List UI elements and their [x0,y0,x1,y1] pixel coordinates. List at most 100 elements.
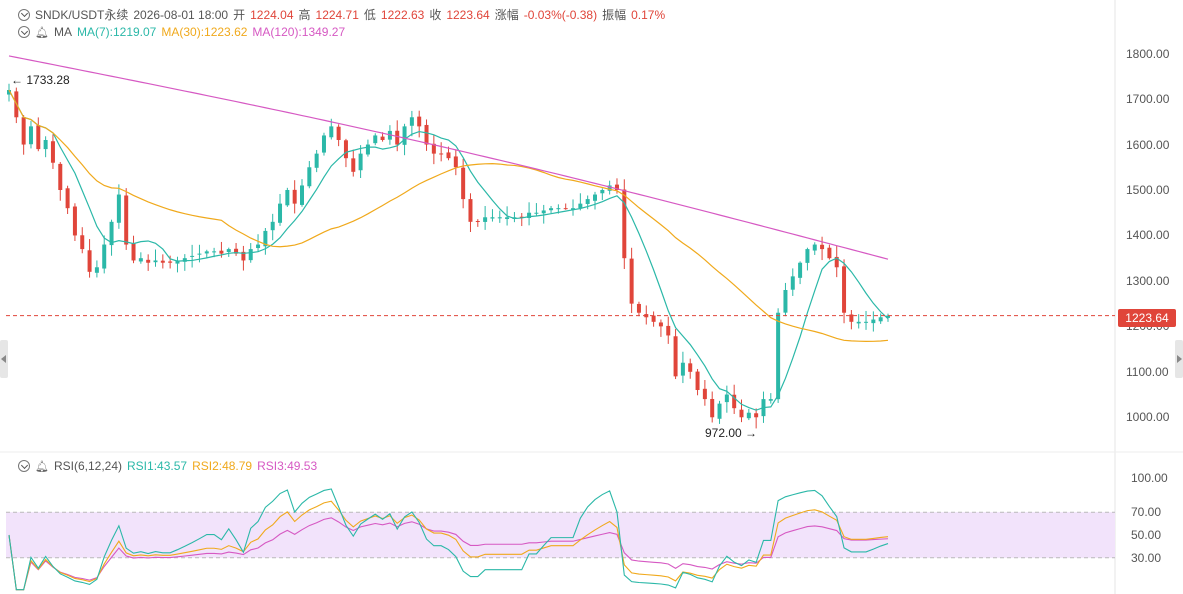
candle-body [116,194,121,223]
candle-body [226,249,231,252]
candle-body [28,126,33,145]
candle-body [827,247,832,259]
candle-body [820,244,825,250]
change-value: -0.03%(-0.38) [523,7,598,22]
candle-body [563,208,568,210]
candle-body [834,256,839,268]
candle-body [483,217,488,222]
candle-body [849,314,854,322]
candle-body [36,125,41,150]
ma7-line [8,89,889,411]
candle-body [541,210,546,214]
candle-body [886,315,890,318]
candle-body [168,261,173,263]
candle-body [607,185,612,191]
candle-body [131,243,136,261]
close-value: 1223.64 [446,7,490,22]
price-tick-label: 1000.00 [1126,410,1170,425]
rsi3-line [8,517,889,591]
rsi-band [6,512,1115,558]
candle-body [497,217,502,219]
candle-body [461,167,466,200]
candle-body [754,413,759,418]
price-tick-label: 1100.00 [1126,364,1169,379]
candle-body [578,203,583,208]
candle-body [622,189,627,259]
rsi-alert-bell-icon[interactable]: 🔔︎ [35,460,49,473]
rsi-collapse-chevron-icon[interactable] [18,460,30,472]
candle-body [380,136,385,140]
candle-body [475,221,480,223]
candle-body [856,321,861,324]
candle-body [292,189,297,204]
candle-body [365,144,370,155]
candle-body [695,371,700,390]
scroll-right-handle[interactable] [1175,340,1183,378]
candle-body [124,195,129,245]
price-tick-label: 1400.00 [1126,228,1170,243]
candle-body [593,194,597,201]
candle-body [204,251,209,254]
candle-body [234,248,239,254]
candle-body [768,399,773,401]
change-label: 涨幅 [494,8,519,22]
ma-label[interactable]: MA [53,25,72,39]
ma7-value: MA(7):1219.07 [76,25,157,39]
candle-body [358,153,363,171]
rsi1-value: RSI1:43.57 [127,459,188,473]
candle-body [783,290,788,313]
candle-body [600,190,605,194]
candle-body [212,251,217,253]
rsi-label[interactable]: RSI(6,12,24) [53,459,123,473]
candle-body [556,208,561,210]
candle-body [343,140,348,159]
candle-body [739,409,744,418]
high-annotation-value: 1733.28 [26,73,70,87]
candle-body [651,315,656,322]
candle-body [94,267,99,273]
candle-body [746,412,751,419]
low-annotation-value: 972.00 [705,426,742,440]
candle-body [505,217,510,220]
candle-body [190,255,195,257]
candle-body [109,221,114,246]
candle-body [798,262,803,278]
candle-body [50,141,55,163]
candle-body [314,153,319,168]
candle-body [424,124,429,145]
candle-body [812,244,817,251]
rsi-tick-label: 100.00 [1131,471,1168,485]
candle-body [7,90,11,95]
candle-body [72,206,77,236]
candle-body [102,244,107,269]
alert-bell-icon[interactable]: 🔔︎ [35,26,49,39]
candle-body [417,116,422,127]
collapse-chevron-icon[interactable] [18,8,30,21]
low-label: 低 [363,8,376,22]
candle-body [636,303,641,313]
candle-body [329,126,334,138]
ma30-value: MA(30):1223.62 [161,25,248,39]
candle-body [878,317,883,322]
ma120-line [8,55,889,260]
datetime-label: 2026-08-01 18:00 [133,7,229,22]
candle-body [175,260,180,264]
scroll-left-handle[interactable] [0,340,8,378]
amplitude-value: 0.17% [631,7,666,22]
candle-body [490,217,495,219]
candle-body [453,156,458,168]
candle-body [263,230,268,247]
candle-body [241,251,246,261]
candle-body [527,212,532,218]
candle-body [468,199,473,222]
ma-collapse-chevron-icon[interactable] [18,26,30,38]
rsi-legend: 🔔︎ RSI(6,12,24) RSI1:43.57 RSI2:48.79 RS… [18,459,322,473]
candle-body [614,184,619,190]
rsi3-value: RSI3:49.53 [257,459,318,473]
candle-body [21,117,26,145]
candle-body [871,319,876,324]
close-label: 收 [429,8,442,22]
price-tick-label: 1600.00 [1126,137,1170,152]
